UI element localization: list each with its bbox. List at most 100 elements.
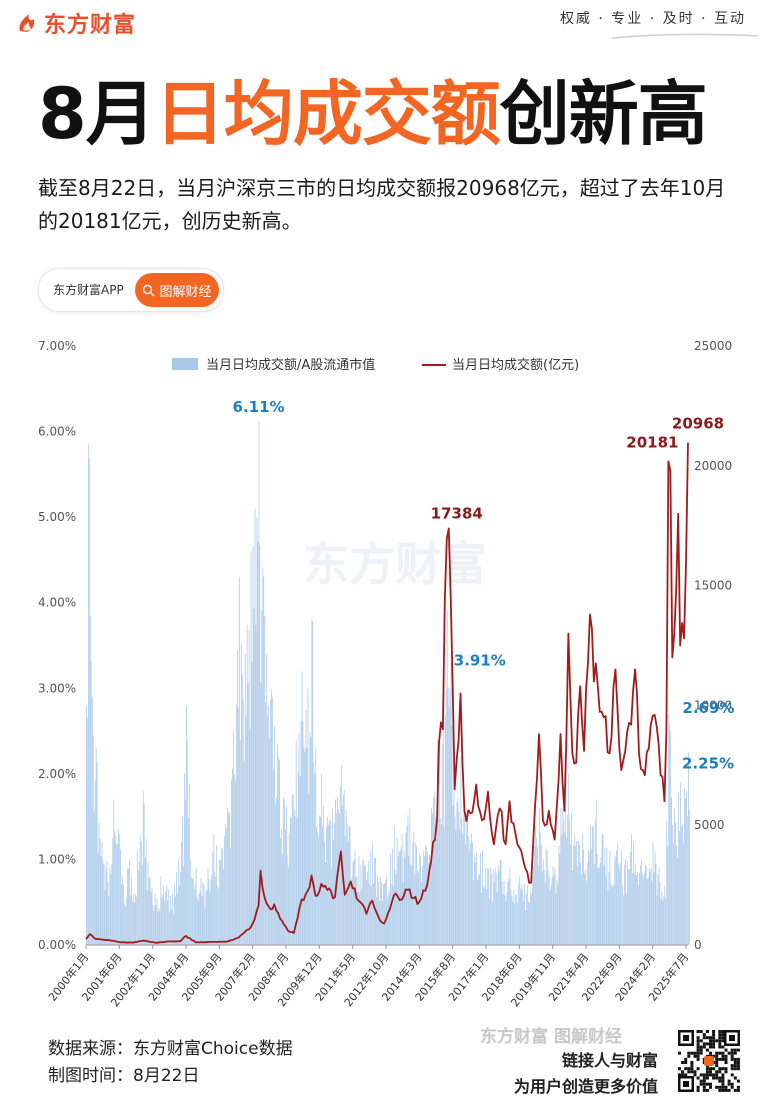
bar [426,847,427,945]
qr-module [721,1036,725,1040]
bar [584,870,586,945]
bar [598,867,600,945]
qr-module [721,1085,725,1089]
bar [200,877,202,945]
footer-info: 数据来源：东方财富Choice数据 制图时间：8月22日 [48,1036,293,1090]
bar [333,823,335,945]
qr-module [705,1042,709,1046]
headline-part-2: 日均成交额 [154,73,501,155]
qr-module [696,1067,700,1071]
bar [107,882,109,945]
bar [223,868,225,945]
bar [592,825,594,945]
bar [637,872,638,945]
qr-module [730,1064,734,1068]
bar [645,865,647,945]
bar [189,859,191,945]
bar [462,834,464,945]
bar [163,886,165,945]
bar [669,724,671,945]
bar [86,705,87,945]
bar [545,847,547,945]
bar [386,898,388,945]
bar [528,901,529,945]
qr-module [705,1067,709,1071]
bar [349,827,351,945]
bar [422,866,423,945]
bar [473,879,474,945]
bar [609,850,611,945]
bar [688,809,690,945]
bar [182,816,183,945]
tagline: 链接人与财富 为用户创造更多价值 [514,1048,658,1100]
qr-module [705,1088,709,1092]
bar [626,893,627,945]
bar [413,831,415,945]
qr-module [696,1088,700,1092]
bar [521,884,523,945]
bar [375,857,376,945]
bar [684,788,685,945]
bar [463,804,465,945]
bar [427,851,428,945]
bar [156,898,158,945]
bar [675,822,676,945]
bar [503,880,505,945]
qr-module [727,1088,731,1092]
bar [194,884,196,945]
bar [624,864,625,945]
bar [243,761,245,945]
bar [383,884,384,945]
bar [153,911,155,945]
qr-code-icon[interactable] [676,1028,742,1094]
qr-module [718,1030,722,1033]
qr-module [715,1085,719,1089]
app-search-pill[interactable]: 东方财富APP 图解财经 [38,268,224,312]
bar [168,888,170,945]
bar [104,890,106,945]
bar [228,812,229,945]
qr-module [736,1061,740,1064]
bar [244,654,246,945]
bar [338,813,340,945]
bar [401,833,403,945]
line-series [85,442,689,944]
bar [535,825,536,945]
bar [601,833,603,945]
bar [231,779,232,945]
bar [240,643,242,945]
bar [214,872,216,945]
bar [164,900,166,945]
bar [603,865,605,945]
bar [102,860,104,945]
bar [88,458,90,945]
bar [657,874,659,945]
bar [253,608,255,945]
bar [359,893,361,945]
bar [680,782,681,945]
bar [654,851,656,945]
qr-module [702,1079,706,1083]
bar [133,902,135,945]
headline-part-1: 8月 [38,73,156,155]
bar [193,889,195,945]
bar [160,876,162,945]
bar [563,819,565,945]
y-left-tick-label: 6.00% [38,425,76,439]
graphic-finance-button[interactable]: 图解财经 [135,273,219,307]
bar [586,862,588,945]
qr-module [693,1054,697,1058]
bar [247,682,249,945]
bar [652,842,654,945]
qr-module [718,1088,722,1092]
bar [622,885,623,945]
bar [457,797,459,945]
bar [544,882,546,945]
bar [527,885,528,945]
bar [571,812,572,945]
bar [140,841,142,945]
bar [158,908,160,945]
bar [246,624,248,945]
bar [560,808,562,945]
qr-module [702,1076,706,1080]
